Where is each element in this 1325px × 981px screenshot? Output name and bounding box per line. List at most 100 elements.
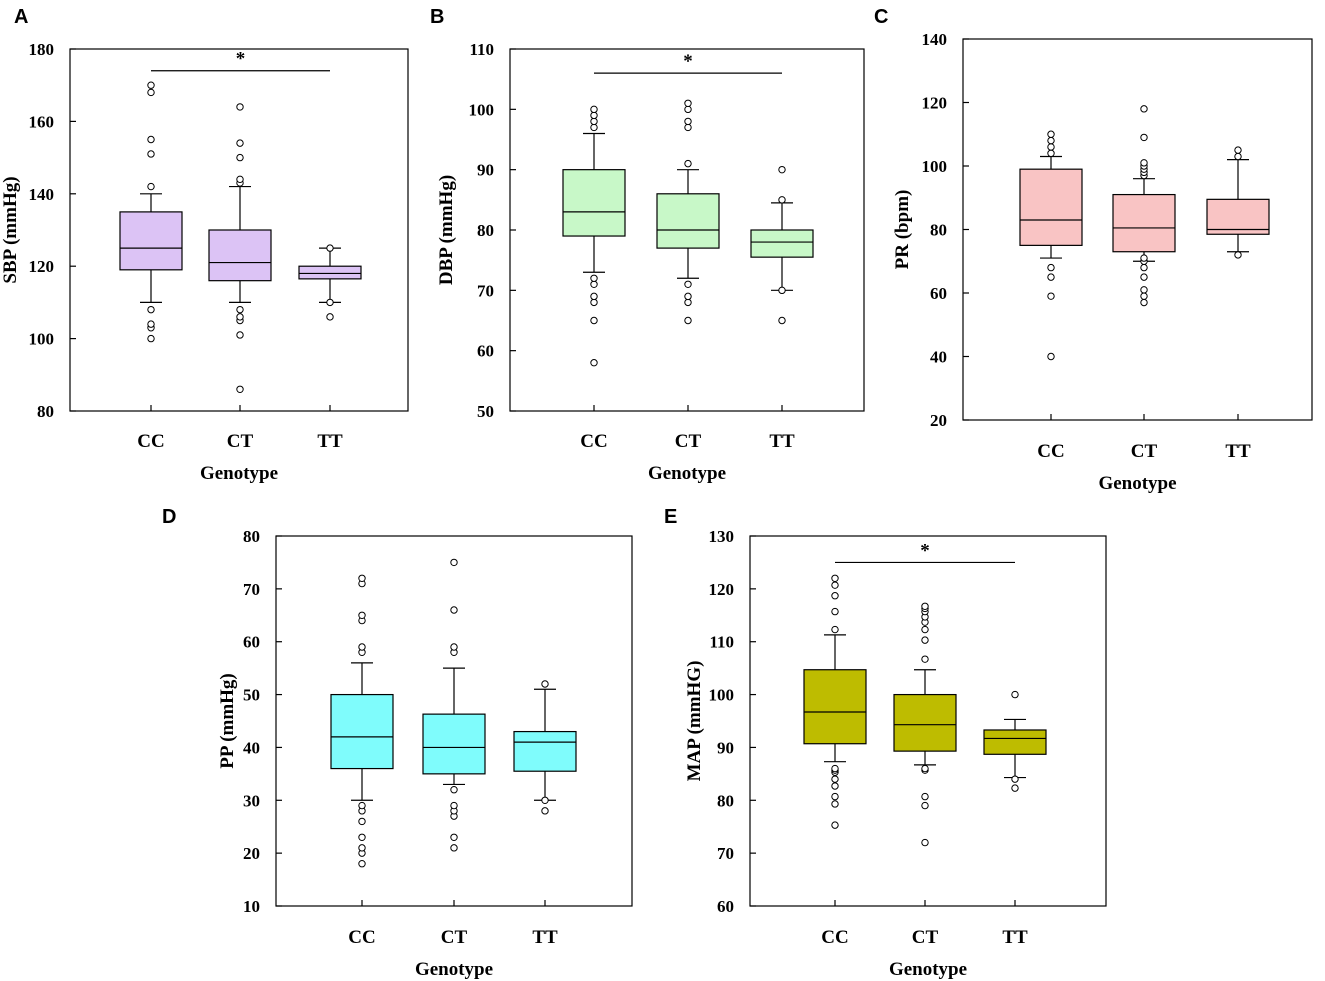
x-tick-label: CT — [441, 927, 468, 948]
outlier-point — [541, 680, 549, 688]
y-tick-label: 10 — [243, 897, 260, 916]
outlier-point — [358, 574, 366, 582]
outlier-point — [236, 385, 244, 393]
outlier-point — [236, 175, 244, 184]
outlier-point — [450, 801, 458, 810]
y-tick-label: 70 — [717, 844, 734, 863]
y-tick-label: 140 — [922, 30, 948, 49]
x-tick-label: TT — [532, 927, 558, 948]
outlier-point — [358, 817, 366, 826]
box-cc — [1019, 130, 1083, 361]
outlier-point — [147, 182, 155, 191]
y-tick-label: 100 — [29, 330, 55, 349]
outlier-point — [1047, 143, 1055, 151]
outlier-point — [236, 331, 244, 339]
outlier-point — [831, 792, 839, 801]
outlier-point — [590, 117, 598, 126]
outlier-point — [1011, 690, 1019, 699]
outlier-point — [921, 838, 929, 847]
outlier-point — [778, 196, 786, 204]
y-axis-label: PP (mmHg) — [217, 673, 238, 769]
outlier-point — [1047, 292, 1055, 300]
outlier-point — [831, 764, 839, 773]
outlier-point — [326, 244, 334, 252]
outlier-point — [684, 280, 692, 288]
outlier-point — [831, 782, 839, 790]
outlier-point — [921, 636, 929, 644]
box-iqr — [208, 229, 272, 282]
x-axis-label: Genotype — [648, 463, 726, 484]
outlier-point — [590, 316, 598, 325]
y-tick-label: 60 — [243, 633, 260, 652]
outlier-point — [684, 123, 692, 132]
panel-letter: B — [430, 6, 444, 28]
outlier-point — [236, 313, 244, 321]
box-cc — [562, 105, 626, 367]
box-iqr — [893, 693, 957, 752]
outlier-point — [1140, 286, 1148, 294]
y-tick-label: 140 — [29, 185, 55, 204]
x-axis-label: Genotype — [889, 959, 967, 980]
y-tick-label: 90 — [717, 738, 734, 757]
box-iqr — [1206, 198, 1270, 235]
panel-e: E 60 70 80 90 100 110 120 130 CC CT TT Genotype MAP (… — [664, 506, 1107, 980]
box-cc — [803, 574, 867, 829]
outlier-point — [831, 625, 839, 634]
outlier-point — [147, 81, 155, 89]
outlier-point — [590, 359, 598, 367]
x-axis-label: Genotype — [1098, 473, 1176, 494]
outlier-point — [684, 298, 692, 307]
outlier-point — [1140, 273, 1148, 281]
outlier-point — [1140, 133, 1148, 142]
box-cc — [330, 574, 394, 868]
outlier-point — [1234, 251, 1242, 259]
y-tick-label: 80 — [37, 402, 54, 421]
outlier-point — [684, 117, 692, 126]
box-tt — [298, 244, 362, 321]
panel-letter: A — [14, 6, 28, 28]
outlier-point — [1140, 263, 1148, 272]
x-tick-label: TT — [769, 431, 795, 452]
box-iqr — [1112, 193, 1176, 253]
y-axis-label: PR (bpm) — [892, 190, 913, 270]
outlier-point — [358, 643, 366, 651]
box-tt — [750, 165, 814, 325]
significance-star: * — [683, 51, 693, 72]
box-iqr — [983, 729, 1047, 755]
outlier-point — [358, 860, 366, 868]
outlier-point — [590, 111, 598, 120]
outlier-point — [590, 105, 598, 114]
box-ct — [422, 558, 486, 852]
y-tick-label: 120 — [29, 257, 55, 276]
outlier-point — [1047, 149, 1055, 158]
outlier-point — [1140, 105, 1148, 113]
y-tick-label: 80 — [243, 527, 260, 546]
outlier-point — [358, 801, 366, 810]
outlier-point — [921, 655, 929, 663]
box-iqr — [656, 193, 720, 249]
outlier-point — [1140, 159, 1148, 167]
panel-letter: D — [162, 506, 176, 528]
outlier-point — [921, 764, 929, 773]
box-iqr — [119, 211, 183, 271]
outlier-point — [236, 103, 244, 111]
outlier-point — [831, 581, 839, 589]
y-axis-label: DBP (mmHg) — [436, 175, 457, 285]
outlier-point — [450, 558, 458, 567]
outlier-point — [684, 105, 692, 114]
outlier-point — [921, 602, 929, 610]
y-tick-label: 100 — [709, 686, 735, 705]
outlier-point — [450, 833, 458, 841]
outlier-point — [541, 796, 549, 804]
outlier-point — [831, 775, 839, 783]
outlier-point — [921, 625, 929, 634]
panel-letter: E — [664, 506, 677, 528]
x-tick-label: CT — [675, 431, 702, 452]
x-tick-label: CC — [348, 927, 375, 948]
y-tick-label: 60 — [717, 897, 734, 916]
y-tick-label: 90 — [477, 161, 494, 180]
outlier-point — [147, 305, 155, 314]
outlier-point — [147, 88, 155, 97]
box-iqr — [513, 730, 577, 772]
